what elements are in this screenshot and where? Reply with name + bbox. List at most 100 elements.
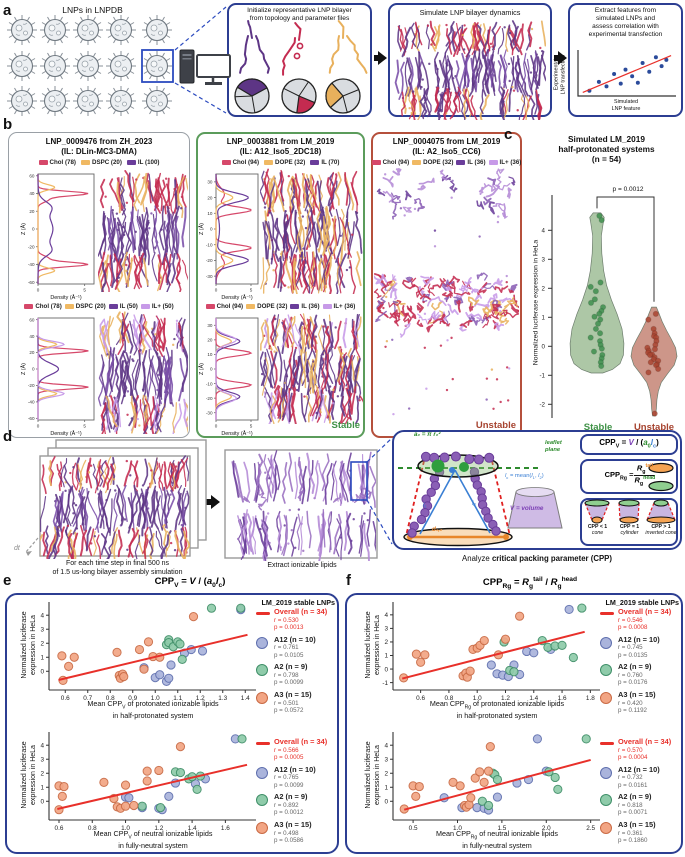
e-bot-xlabel: Mean CPPV of neutral ionizable lipids in … bbox=[93, 829, 213, 851]
extract-lipids-caption: Extract ionizable lipids bbox=[267, 562, 337, 569]
svg-text:4: 4 bbox=[40, 742, 44, 749]
composition-pie-icon bbox=[281, 78, 317, 114]
lc-mean-label: lc = mean(l1, l2) bbox=[505, 473, 544, 481]
series-dot-icon bbox=[256, 766, 270, 779]
svg-text:1.0: 1.0 bbox=[473, 695, 482, 702]
f-top-ylabel: Normalized luciferase expression in HeLa bbox=[365, 611, 381, 679]
series-dot-icon bbox=[256, 821, 270, 835]
panel-e-label: e bbox=[3, 572, 12, 589]
scatter-legend-item: A12 (n = 10) r = 0.761 p = 0.0105 bbox=[256, 635, 338, 660]
molecular-snapshot bbox=[98, 311, 188, 434]
panel-c-label: c bbox=[504, 126, 513, 143]
cpprg-formula: CPPRg = Rgtail Rghead bbox=[604, 463, 656, 488]
svg-text:2: 2 bbox=[384, 639, 388, 646]
lnp-icon bbox=[73, 86, 103, 116]
mini-scatter-xlabel-2: LNP feature bbox=[611, 105, 641, 112]
series-dot-icon bbox=[256, 691, 270, 705]
svg-text:1.6: 1.6 bbox=[558, 695, 567, 702]
flow-arrow-icon bbox=[554, 51, 567, 65]
flow-arrow-icon bbox=[194, 495, 220, 509]
e-top-xlabel: Mean CPPV of protonated ionizable lipids… bbox=[87, 699, 219, 721]
svg-text:0: 0 bbox=[215, 288, 218, 293]
cpp-lt-label: CPP < 1 bbox=[587, 524, 608, 530]
svg-text:4: 4 bbox=[40, 612, 44, 619]
svg-text:20: 20 bbox=[207, 195, 213, 200]
extract-box-title-2: simulated LNPs and bbox=[595, 15, 655, 22]
svg-text:Density (Å⁻¹): Density (Å⁻¹) bbox=[221, 294, 253, 301]
violin-cat-unstable: Unstable bbox=[633, 422, 675, 433]
svg-text:1.3: 1.3 bbox=[218, 695, 227, 702]
extract-box-title-4: experimental transfection bbox=[588, 31, 663, 38]
legend-swatch bbox=[456, 160, 466, 165]
cpp-eq-label: CPP = 1 bbox=[619, 524, 640, 530]
svg-text:0: 0 bbox=[210, 367, 213, 372]
svg-text:0: 0 bbox=[542, 343, 546, 350]
lnp-icon bbox=[40, 51, 70, 81]
f-stable-lnps-label: LM_2019 stable LNPs bbox=[605, 598, 679, 607]
svg-text:0: 0 bbox=[32, 367, 35, 372]
system-1-title-2: (IL: DLin-MC3-DMA) bbox=[61, 147, 137, 156]
scatter-legend-item: A3 (n = 15) r = 0.501 p = 0.0572 bbox=[256, 691, 338, 715]
svg-text:20: 20 bbox=[29, 350, 35, 355]
timestep-caption-1: For each time step in final 500 ns bbox=[65, 560, 170, 567]
f-bot-xlabel: Mean CPPRg of neutral ionizable lipids in… bbox=[436, 829, 558, 851]
scatter_e_bot: 0.6 0.8 1.0 1.2 1.4 1.6 0 1 2 3 4 bbox=[40, 732, 256, 832]
legend-swatch bbox=[412, 160, 422, 165]
svg-text:1: 1 bbox=[40, 654, 44, 661]
selected-lnp-box bbox=[141, 49, 174, 83]
timestep-caption-2: of 1.5 us-long bilayer assembly simulati… bbox=[52, 568, 183, 576]
svg-text:20: 20 bbox=[29, 209, 35, 214]
legend-item: IL (50) bbox=[108, 303, 138, 310]
dt-label: dt bbox=[14, 545, 20, 552]
series-dot-icon bbox=[600, 691, 614, 705]
svg-text:0: 0 bbox=[210, 227, 213, 232]
flow-arrow-icon bbox=[374, 51, 387, 65]
scatter-legend-item: A12 (n = 10) r = 0.745 p = 0.0135 bbox=[600, 635, 682, 660]
svg-text:30: 30 bbox=[207, 323, 213, 328]
system-2-title-1: LNP_0003881 from LM_2019 bbox=[226, 137, 335, 146]
svg-text:0: 0 bbox=[40, 798, 44, 805]
svg-text:-60: -60 bbox=[28, 416, 35, 421]
violin-title-3: (n = 54) bbox=[591, 154, 622, 164]
svg-text:2: 2 bbox=[542, 285, 546, 292]
scatter-legend-item: A12 (n = 10) r = 0.765 p = 0.0099 bbox=[256, 765, 338, 790]
svg-text:0.8: 0.8 bbox=[106, 695, 115, 702]
cppv-formula: CPPV = V / (a0lc) bbox=[599, 438, 659, 450]
svg-text:10: 10 bbox=[207, 211, 213, 216]
series-dot-icon bbox=[600, 821, 614, 835]
legend-item: Chol (94) bbox=[221, 159, 259, 166]
panel-f-title: CPPRg = Rgtail / Rghead bbox=[482, 576, 578, 591]
legend-swatch bbox=[81, 160, 90, 165]
scatter-legend-item: A3 (n = 15) r = 0.498 p = 0.0586 bbox=[256, 821, 338, 845]
panel-f-box bbox=[345, 593, 683, 854]
init-box-title-2: from topology and parameter files bbox=[249, 15, 350, 23]
svg-text:1.4: 1.4 bbox=[529, 695, 538, 702]
lipid-structure-icon bbox=[282, 22, 304, 76]
svg-text:5: 5 bbox=[83, 288, 86, 293]
lipid-structure-icon bbox=[328, 20, 368, 74]
legend-item: DSPC (20) bbox=[81, 159, 122, 166]
lipid-structure-icon bbox=[239, 20, 270, 74]
significance-bracket bbox=[596, 196, 655, 302]
scatter-legend-item: Overall (n = 34) r = 0.570 p = 0.0004 bbox=[600, 737, 682, 762]
svg-text:-30: -30 bbox=[206, 410, 213, 415]
svg-text:4: 4 bbox=[542, 227, 546, 234]
svg-text:-1: -1 bbox=[382, 680, 388, 687]
scatter-legend-item: A2 (n = 9) r = 0.892 p = 0.0012 bbox=[256, 793, 338, 817]
cpp-diagram bbox=[398, 451, 676, 547]
leaflet-plane-label-2: plane bbox=[545, 446, 561, 453]
lnp-icon bbox=[7, 15, 37, 45]
legend-item: IL (36) bbox=[290, 303, 320, 310]
legend-item: Chol (78) bbox=[24, 303, 62, 310]
l2-label: l₂ bbox=[472, 500, 476, 507]
v-volume-label: V = volume bbox=[510, 505, 544, 512]
molecular-snapshot bbox=[260, 313, 363, 424]
svg-text:1.4: 1.4 bbox=[188, 825, 197, 832]
lnp-icon bbox=[106, 15, 136, 45]
series-dot-icon bbox=[600, 793, 614, 807]
lnp-icon bbox=[7, 86, 37, 116]
lnp-icon bbox=[106, 86, 136, 116]
svg-text:1.2: 1.2 bbox=[196, 695, 205, 702]
legend-item: DSPC (20) bbox=[64, 303, 106, 310]
